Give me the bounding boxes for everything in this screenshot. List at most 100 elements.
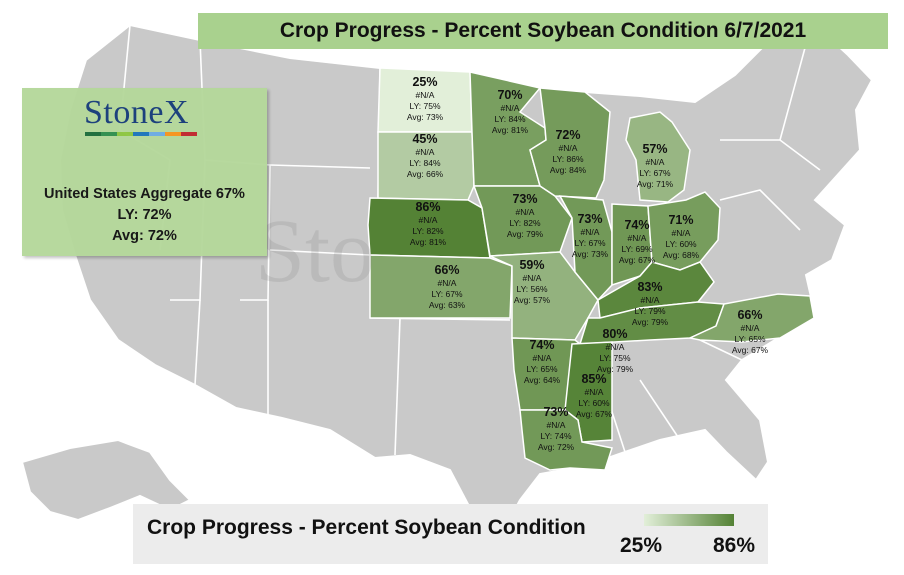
state-now-text: #N/A	[640, 295, 660, 305]
state-pct-text: 66%	[737, 308, 763, 322]
state-now-text: #N/A	[627, 233, 647, 243]
stonex-watermark: Sto	[255, 202, 376, 301]
state-shape-la	[519, 409, 613, 471]
state-pct-text: 45%	[412, 132, 438, 146]
state-pct-text: 66%	[434, 263, 460, 277]
state-label-la: 73% #N/A LY: 74% Avg: 72%	[526, 405, 586, 453]
state-avg-text: Avg: 68%	[662, 250, 700, 260]
state-now-text: #N/A	[645, 157, 665, 167]
state-label-oh: 71% #N/A LY: 60% Avg: 68%	[651, 213, 711, 261]
state-label-nc: 66% #N/A LY: 65% Avg: 67%	[720, 308, 780, 356]
state-pct-text: 73%	[543, 405, 569, 419]
legend-high-label: 86%	[713, 534, 756, 557]
aggregate-text: United States Aggregate 67% LY: 72% Avg:…	[22, 184, 267, 247]
state-now-text: #N/A	[605, 342, 625, 352]
state-avg-text: Avg: 66%	[406, 169, 444, 179]
state-label-ms: 85% #N/A LY: 60% Avg: 67%	[564, 372, 624, 420]
state-now-text: #N/A	[580, 227, 600, 237]
state-ly-text: LY: 60%	[578, 398, 610, 408]
state-now-text: #N/A	[522, 273, 542, 283]
stonex-logo: StoneX	[84, 94, 189, 131]
state-avg-text: Avg: 67%	[618, 255, 656, 265]
state-ly-text: LY: 84%	[494, 114, 526, 124]
state-ly-text: LY: 84%	[409, 158, 441, 168]
state-avg-text: Avg: 79%	[631, 317, 669, 327]
state-now-text: #N/A	[500, 103, 520, 113]
logo-bar-segment	[117, 132, 133, 136]
state-ly-text: LY: 60%	[665, 239, 697, 249]
logo-bar-segment	[133, 132, 149, 136]
state-now-text: #N/A	[546, 420, 566, 430]
state-shape-il	[558, 195, 613, 302]
state-label-in: 74% #N/A LY: 69% Avg: 67%	[607, 218, 667, 266]
state-pct-text: 57%	[642, 142, 668, 156]
state-avg-text: Avg: 84%	[549, 165, 587, 175]
state-shape-mi	[625, 111, 691, 203]
state-avg-text: Avg: 81%	[491, 125, 529, 135]
state-shape-ks	[369, 254, 513, 319]
legend-low-label: 25%	[620, 534, 663, 557]
state-pct-text: 74%	[529, 338, 555, 352]
state-ly-text: LY: 75%	[409, 101, 441, 111]
state-ly-text: LY: 65%	[526, 364, 558, 374]
state-pct-text: 73%	[512, 192, 538, 206]
state-now-text: #N/A	[515, 207, 535, 217]
state-pct-text: 25%	[412, 75, 438, 89]
aggregate-line-2: LY: 72%	[117, 207, 172, 223]
state-pct-text: 83%	[637, 280, 663, 294]
state-label-ia: 73% #N/A LY: 82% Avg: 79%	[495, 192, 555, 240]
state-ly-text: LY: 69%	[621, 244, 653, 254]
state-ly-text: LY: 67%	[431, 289, 463, 299]
logo-bar-segment	[149, 132, 165, 136]
state-label-sd: 45% #N/A LY: 84% Avg: 66%	[395, 132, 455, 180]
state-avg-text: Avg: 72%	[537, 442, 575, 452]
logo-bar-segment	[165, 132, 181, 136]
state-label-ks: 66% #N/A LY: 67% Avg: 63%	[417, 263, 477, 311]
state-ly-text: LY: 82%	[412, 226, 444, 236]
state-label-ne: 86% #N/A LY: 82% Avg: 81%	[398, 200, 458, 248]
state-pct-text: 72%	[555, 128, 581, 142]
state-ly-text: LY: 86%	[552, 154, 584, 164]
state-now-text: #N/A	[415, 147, 435, 157]
state-ly-text: LY: 82%	[509, 218, 541, 228]
state-avg-text: Avg: 79%	[596, 364, 634, 374]
state-avg-text: Avg: 73%	[571, 249, 609, 259]
state-now-text: #N/A	[740, 323, 760, 333]
state-ly-text: LY: 74%	[540, 431, 572, 441]
state-shape-sd	[377, 131, 475, 201]
state-now-text: #N/A	[532, 353, 552, 363]
state-label-ar: 74% #N/A LY: 65% Avg: 64%	[512, 338, 572, 386]
state-label-mn: 70% #N/A LY: 84% Avg: 81%	[480, 88, 540, 136]
state-avg-text: Avg: 67%	[575, 409, 613, 419]
legend: Crop Progress - Percent Soybean Conditio…	[133, 504, 768, 564]
page-title: Crop Progress - Percent Soybean Conditio…	[198, 13, 888, 49]
state-now-text: #N/A	[415, 90, 435, 100]
state-now-text: #N/A	[671, 228, 691, 238]
state-avg-text: Avg: 63%	[428, 300, 466, 310]
state-pct-text: 80%	[602, 327, 628, 341]
state-avg-text: Avg: 57%	[513, 295, 551, 305]
state-ly-text: LY: 75%	[599, 353, 631, 363]
state-now-text: #N/A	[558, 143, 578, 153]
state-now-text: #N/A	[418, 215, 438, 225]
state-pct-text: 86%	[415, 200, 441, 214]
state-ly-text: LY: 65%	[734, 334, 766, 344]
state-label-nd: 25% #N/A LY: 75% Avg: 73%	[395, 75, 455, 123]
state-pct-text: 85%	[581, 372, 607, 386]
logo-bar-segment	[85, 132, 101, 136]
state-ly-text: LY: 79%	[634, 306, 666, 316]
state-avg-text: Avg: 71%	[636, 179, 674, 189]
state-avg-text: Avg: 67%	[731, 345, 769, 355]
state-label-il: 73% #N/A LY: 67% Avg: 73%	[560, 212, 620, 260]
logo-bar-segment	[181, 132, 197, 136]
state-label-ky: 83% #N/A LY: 79% Avg: 79%	[620, 280, 680, 328]
state-shape-nc	[687, 293, 815, 343]
state-pct-text: 59%	[519, 258, 545, 272]
state-label-mo: 59% #N/A LY: 56% Avg: 57%	[502, 258, 562, 306]
state-label-mi: 57% #N/A LY: 67% Avg: 71%	[625, 142, 685, 190]
state-shape-wi	[529, 87, 611, 199]
logo-bar-segment	[101, 132, 117, 136]
state-pct-text: 74%	[624, 218, 650, 232]
aggregate-line-3: Avg: 72%	[112, 228, 177, 244]
